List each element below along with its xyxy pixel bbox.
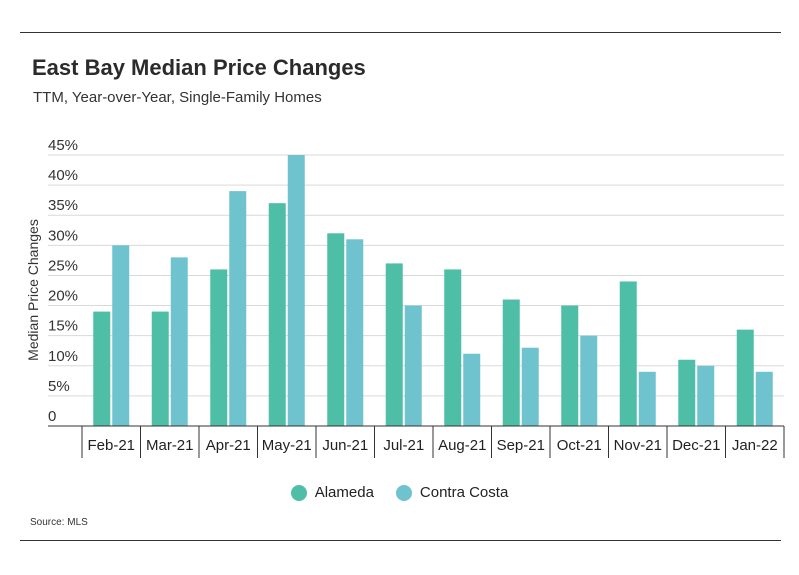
legend-label-alameda: Alameda xyxy=(314,484,374,501)
bar-alameda xyxy=(502,299,520,426)
x-tick-label: Nov-21 xyxy=(614,437,662,454)
x-tick-label: Feb-21 xyxy=(87,437,135,454)
top-rule xyxy=(20,32,781,33)
bar-alameda xyxy=(327,233,345,426)
x-tick-label: Jun-21 xyxy=(322,437,368,454)
bar-contra-costa xyxy=(521,347,539,426)
x-tick-label: Jul-21 xyxy=(383,437,424,454)
x-tick-label: Aug-21 xyxy=(438,437,486,454)
bar-contra-costa xyxy=(755,371,773,426)
bottom-rule xyxy=(20,540,781,541)
legend: Alameda Contra Costa xyxy=(0,484,799,501)
bar-chart: 0 5% 10% 15% 20% 25% 30% 35% 40% 45% Median Price … xyxy=(25,137,785,458)
legend-item-contra-costa[interactable]: Contra Costa xyxy=(395,484,509,501)
bar-alameda xyxy=(151,311,169,426)
legend-swatch-alameda xyxy=(290,484,307,501)
bar-contra-costa xyxy=(346,239,364,426)
x-tick-label: May-21 xyxy=(262,437,312,454)
bar-alameda xyxy=(385,263,403,426)
y-tick-label: 45% xyxy=(48,137,78,154)
y-tick-label: 35% xyxy=(48,197,78,214)
bar-alameda xyxy=(561,305,579,426)
bar-contra-costa xyxy=(287,155,305,426)
x-tick-label: Sep-21 xyxy=(497,437,545,454)
x-tick-label: Oct-21 xyxy=(557,437,602,454)
y-tick-label: 0 xyxy=(48,408,56,425)
bar-contra-costa xyxy=(697,365,715,426)
bar-alameda xyxy=(268,203,286,426)
y-tick-label: 25% xyxy=(48,257,78,274)
y-axis-label: Median Price Changes xyxy=(25,219,41,361)
bar-contra-costa xyxy=(170,257,188,426)
bar-alameda xyxy=(736,329,754,426)
bar-alameda xyxy=(93,311,111,426)
bar-contra-costa xyxy=(229,191,247,426)
y-tick-label: 10% xyxy=(48,348,78,365)
bar-contra-costa xyxy=(580,335,598,426)
bar-contra-costa xyxy=(463,353,481,426)
legend-item-alameda[interactable]: Alameda xyxy=(290,484,374,501)
x-tick-label: Apr-21 xyxy=(206,437,251,454)
bar-contra-costa xyxy=(112,245,130,426)
chart-subtitle: TTM, Year-over-Year, Single-Family Homes xyxy=(33,89,322,106)
chart-title: East Bay Median Price Changes xyxy=(32,55,366,80)
y-tick-label: 40% xyxy=(48,167,78,184)
bar-alameda xyxy=(444,269,462,426)
legend-label-contra-costa: Contra Costa xyxy=(419,484,509,501)
legend-swatch-contra-costa xyxy=(395,484,412,501)
x-tick-label: Dec-21 xyxy=(672,437,720,454)
y-tick-label: 5% xyxy=(48,378,70,395)
y-tick-label: 30% xyxy=(48,227,78,244)
bar-alameda xyxy=(619,281,637,426)
y-tick-label: 20% xyxy=(48,288,78,305)
bar-alameda xyxy=(210,269,228,426)
bar-contra-costa xyxy=(404,305,422,426)
y-tick-label: 15% xyxy=(48,318,78,335)
bar-contra-costa xyxy=(638,371,656,426)
source-note: Source: MLS xyxy=(30,517,88,528)
x-tick-label: Mar-21 xyxy=(146,437,194,454)
x-tick-label: Jan-22 xyxy=(732,437,778,454)
bar-alameda xyxy=(678,359,696,426)
